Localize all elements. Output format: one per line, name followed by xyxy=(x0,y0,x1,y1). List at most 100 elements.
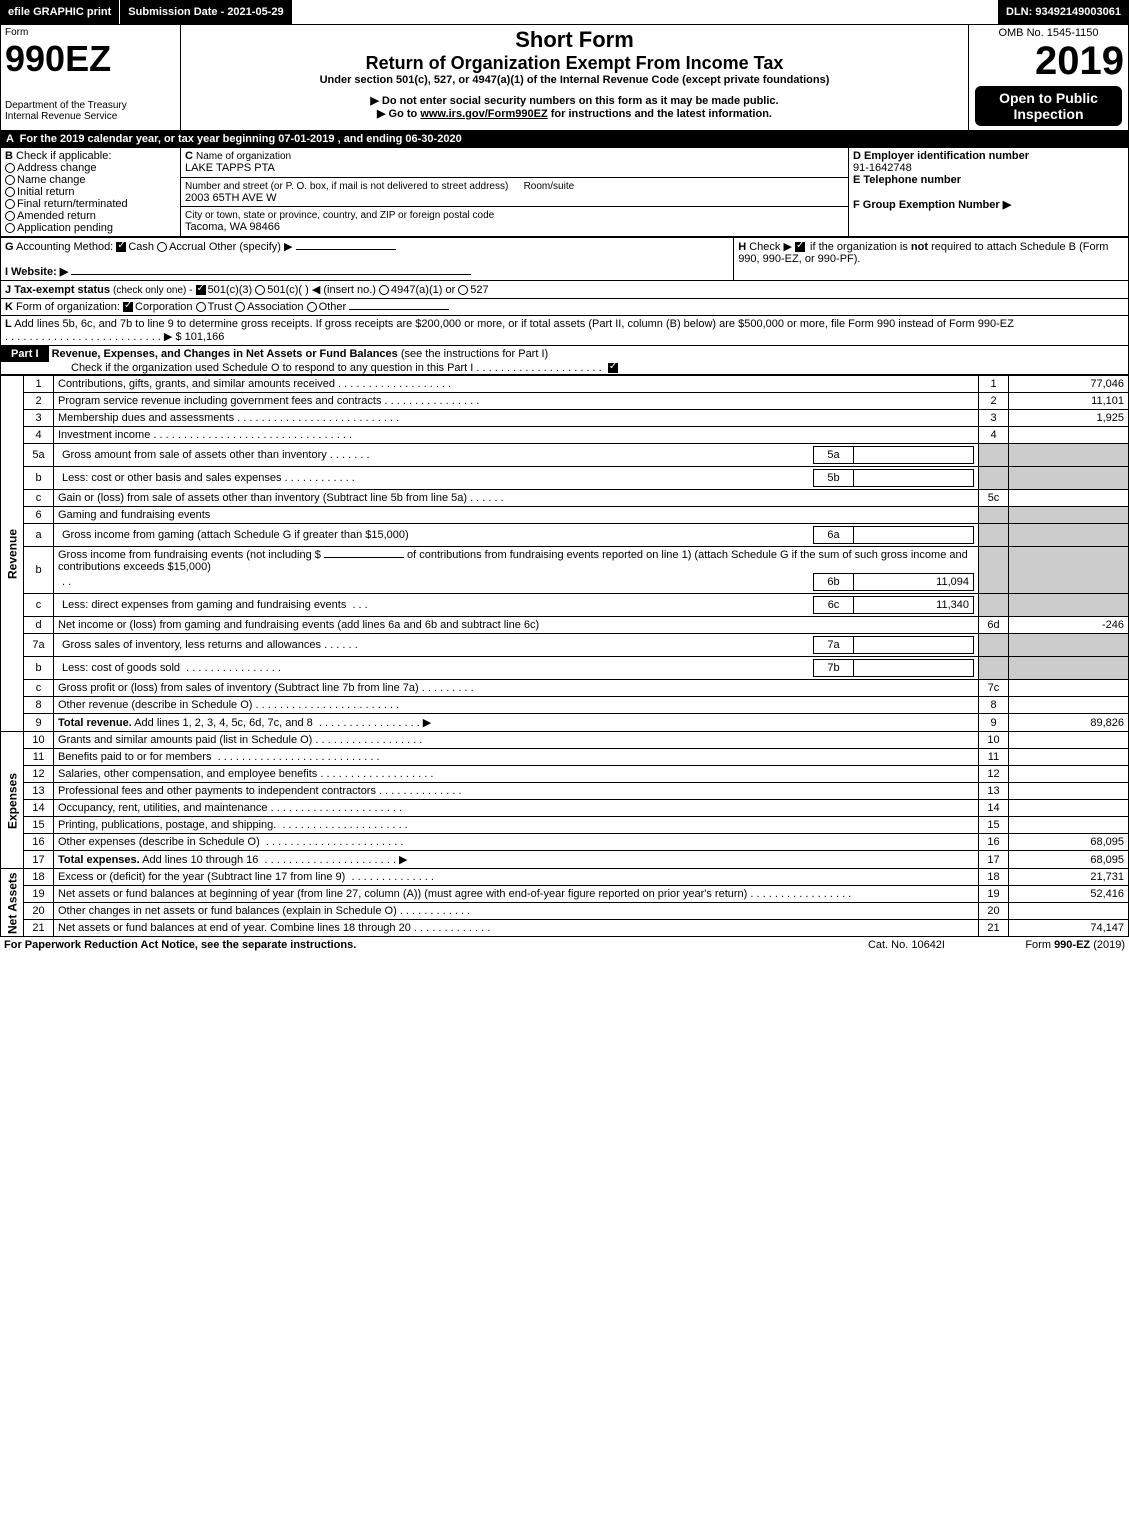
l10-num: 10 xyxy=(24,732,54,749)
name-change-radio[interactable] xyxy=(5,175,15,185)
l21-val: 74,147 xyxy=(1009,920,1129,937)
l20-box: 20 xyxy=(979,903,1009,920)
other-org-input[interactable] xyxy=(349,309,449,310)
l6a-shade xyxy=(979,524,1009,547)
part1-check-o: Check if the organization used Schedule … xyxy=(1,362,473,374)
l12-val xyxy=(1009,766,1129,783)
initial-return-radio[interactable] xyxy=(5,187,15,197)
l6-shade2 xyxy=(1009,507,1129,524)
city-label: City or town, state or province, country… xyxy=(185,210,494,221)
l14-box: 14 xyxy=(979,800,1009,817)
c3-checkbox[interactable] xyxy=(196,285,206,295)
box-c-name: C Name of organization LAKE TAPPS PTA xyxy=(181,148,849,178)
cash-label: Cash xyxy=(128,241,154,253)
l16-text: Other expenses (describe in Schedule O) … xyxy=(54,834,979,851)
l10-val xyxy=(1009,732,1129,749)
l9-text: Total revenue. Add lines 1, 2, 3, 4, 5c,… xyxy=(54,714,979,732)
l20-num: 20 xyxy=(24,903,54,920)
l7b-shade2 xyxy=(1009,657,1129,680)
cat-number: Cat. No. 10642I xyxy=(868,939,945,951)
other-method-input[interactable] xyxy=(296,249,396,250)
l19-val: 52,416 xyxy=(1009,886,1129,903)
h-label: H xyxy=(738,241,746,253)
l-amount: $ 101,166 xyxy=(175,331,224,343)
irs-link[interactable]: www.irs.gov/Form990EZ xyxy=(420,108,547,120)
revenue-vert-label: Revenue xyxy=(1,376,24,732)
efile-print-button[interactable]: efile GRAPHIC print xyxy=(0,0,120,24)
schedule-o-checkbox[interactable] xyxy=(608,363,618,373)
h-text2: if the organization is xyxy=(810,241,911,253)
schedule-b-checkbox[interactable] xyxy=(795,242,805,252)
omb-number: OMB No. 1545-1150 xyxy=(973,27,1124,39)
l7b-row: Less: cost of goods sold . . . . . . . .… xyxy=(54,657,979,680)
accrual-radio[interactable] xyxy=(157,242,167,252)
l6d-val: -246 xyxy=(1009,617,1129,634)
amended-return-radio[interactable] xyxy=(5,211,15,221)
corp-checkbox[interactable] xyxy=(123,302,133,312)
l7b-num: b xyxy=(24,657,54,680)
l9-num: 9 xyxy=(24,714,54,732)
application-pending-radio[interactable] xyxy=(5,223,15,233)
b-label: B xyxy=(5,150,13,162)
l1-val: 77,046 xyxy=(1009,376,1129,393)
l6b-amount-input[interactable] xyxy=(324,557,404,558)
l1-text: Contributions, gifts, grants, and simila… xyxy=(54,376,979,393)
group-exemption-label: F Group Exemption Number ▶ xyxy=(853,199,1011,211)
line-k: K Form of organization: Corporation Trus… xyxy=(0,299,1129,316)
l6b-shade2 xyxy=(1009,547,1129,594)
irs-label: Internal Revenue Service xyxy=(5,111,176,122)
address-change-radio[interactable] xyxy=(5,163,15,173)
trust-radio[interactable] xyxy=(196,302,206,312)
l14-text: Occupancy, rent, utilities, and maintena… xyxy=(54,800,979,817)
l7c-text: Gross profit or (loss) from sales of inv… xyxy=(54,680,979,697)
a1-label: 4947(a)(1) or xyxy=(391,284,455,296)
cash-checkbox[interactable] xyxy=(116,242,126,252)
l11-val xyxy=(1009,749,1129,766)
l5a-subval xyxy=(854,447,974,464)
website-input[interactable] xyxy=(71,274,471,275)
netassets-vert-label: Net Assets xyxy=(1,869,24,937)
s527-radio[interactable] xyxy=(458,285,468,295)
l7a-row: Gross sales of inventory, less returns a… xyxy=(54,634,979,657)
line-j: J Tax-exempt status (check only one) - 5… xyxy=(0,281,1129,299)
box-c-street: Number and street (or P. O. box, if mail… xyxy=(181,177,849,207)
l4-box: 4 xyxy=(979,427,1009,444)
l5b-sub: 5b xyxy=(814,470,854,487)
address-change-label: Address change xyxy=(17,162,97,174)
a1-radio[interactable] xyxy=(379,285,389,295)
l5b-text: Less: cost or other basis and sales expe… xyxy=(62,472,282,484)
l3-val: 1,925 xyxy=(1009,410,1129,427)
part1-header: Part I Revenue, Expenses, and Changes in… xyxy=(0,346,1129,375)
l6d-box: 6d xyxy=(979,617,1009,634)
l3-box: 3 xyxy=(979,410,1009,427)
street-value: 2003 65TH AVE W xyxy=(185,192,277,204)
l17-val: 68,095 xyxy=(1009,851,1129,869)
other-org-radio[interactable] xyxy=(307,302,317,312)
goto-prefix: ▶ Go to xyxy=(377,108,420,120)
final-return-radio[interactable] xyxy=(5,199,15,209)
l12-num: 12 xyxy=(24,766,54,783)
l6-num: 6 xyxy=(24,507,54,524)
assoc-radio[interactable] xyxy=(235,302,245,312)
line-l: L Add lines 5b, 6c, and 7b to line 9 to … xyxy=(0,316,1129,346)
l18-box: 18 xyxy=(979,869,1009,886)
dept-treasury: Department of the Treasury xyxy=(5,100,176,111)
c-radio[interactable] xyxy=(255,285,265,295)
l6a-sub: 6a xyxy=(814,527,854,544)
org-name: LAKE TAPPS PTA xyxy=(185,162,275,174)
l6b-num: b xyxy=(24,547,54,594)
final-return-label: Final return/terminated xyxy=(17,198,128,210)
l12-text: Salaries, other compensation, and employ… xyxy=(54,766,979,783)
l6b-subval: 11,094 xyxy=(854,574,974,591)
l5c-val xyxy=(1009,490,1129,507)
l5a-row: Gross amount from sale of assets other t… xyxy=(54,444,979,467)
l9-val: 89,826 xyxy=(1009,714,1129,732)
l21-num: 21 xyxy=(24,920,54,937)
l5a-shade xyxy=(979,444,1009,467)
l3-num: 3 xyxy=(24,410,54,427)
l8-box: 8 xyxy=(979,697,1009,714)
l-label: L xyxy=(5,318,12,330)
l6c-text: Less: direct expenses from gaming and fu… xyxy=(62,599,346,611)
g-label: G xyxy=(5,241,14,253)
box-b: B Check if applicable: Address change Na… xyxy=(1,148,181,237)
